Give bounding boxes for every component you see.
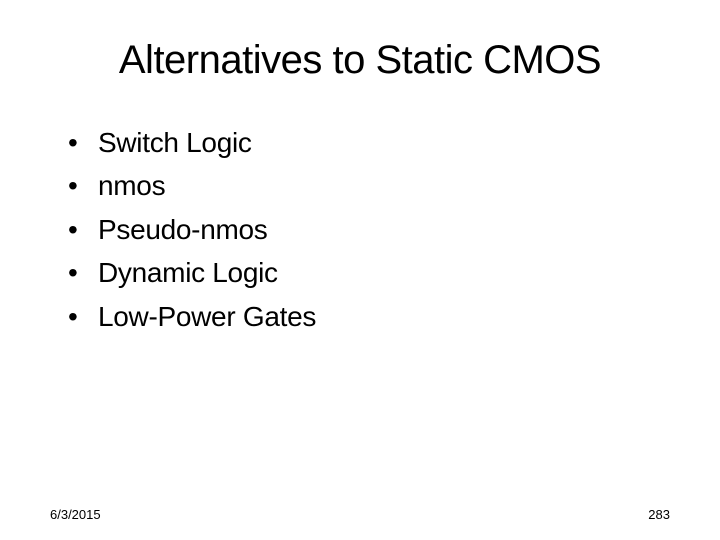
list-item: Switch Logic xyxy=(68,121,670,164)
footer-date: 6/3/2015 xyxy=(50,507,101,522)
slide: Alternatives to Static CMOS Switch Logic… xyxy=(0,0,720,540)
slide-footer: 6/3/2015 283 xyxy=(50,507,670,522)
list-item: Low-Power Gates xyxy=(68,295,670,338)
slide-title: Alternatives to Static CMOS xyxy=(50,38,670,83)
bullet-list: Switch Logic nmos Pseudo-nmos Dynamic Lo… xyxy=(50,121,670,338)
list-item: nmos xyxy=(68,164,670,207)
list-item: Dynamic Logic xyxy=(68,251,670,294)
list-item: Pseudo-nmos xyxy=(68,208,670,251)
footer-page-number: 283 xyxy=(648,507,670,522)
